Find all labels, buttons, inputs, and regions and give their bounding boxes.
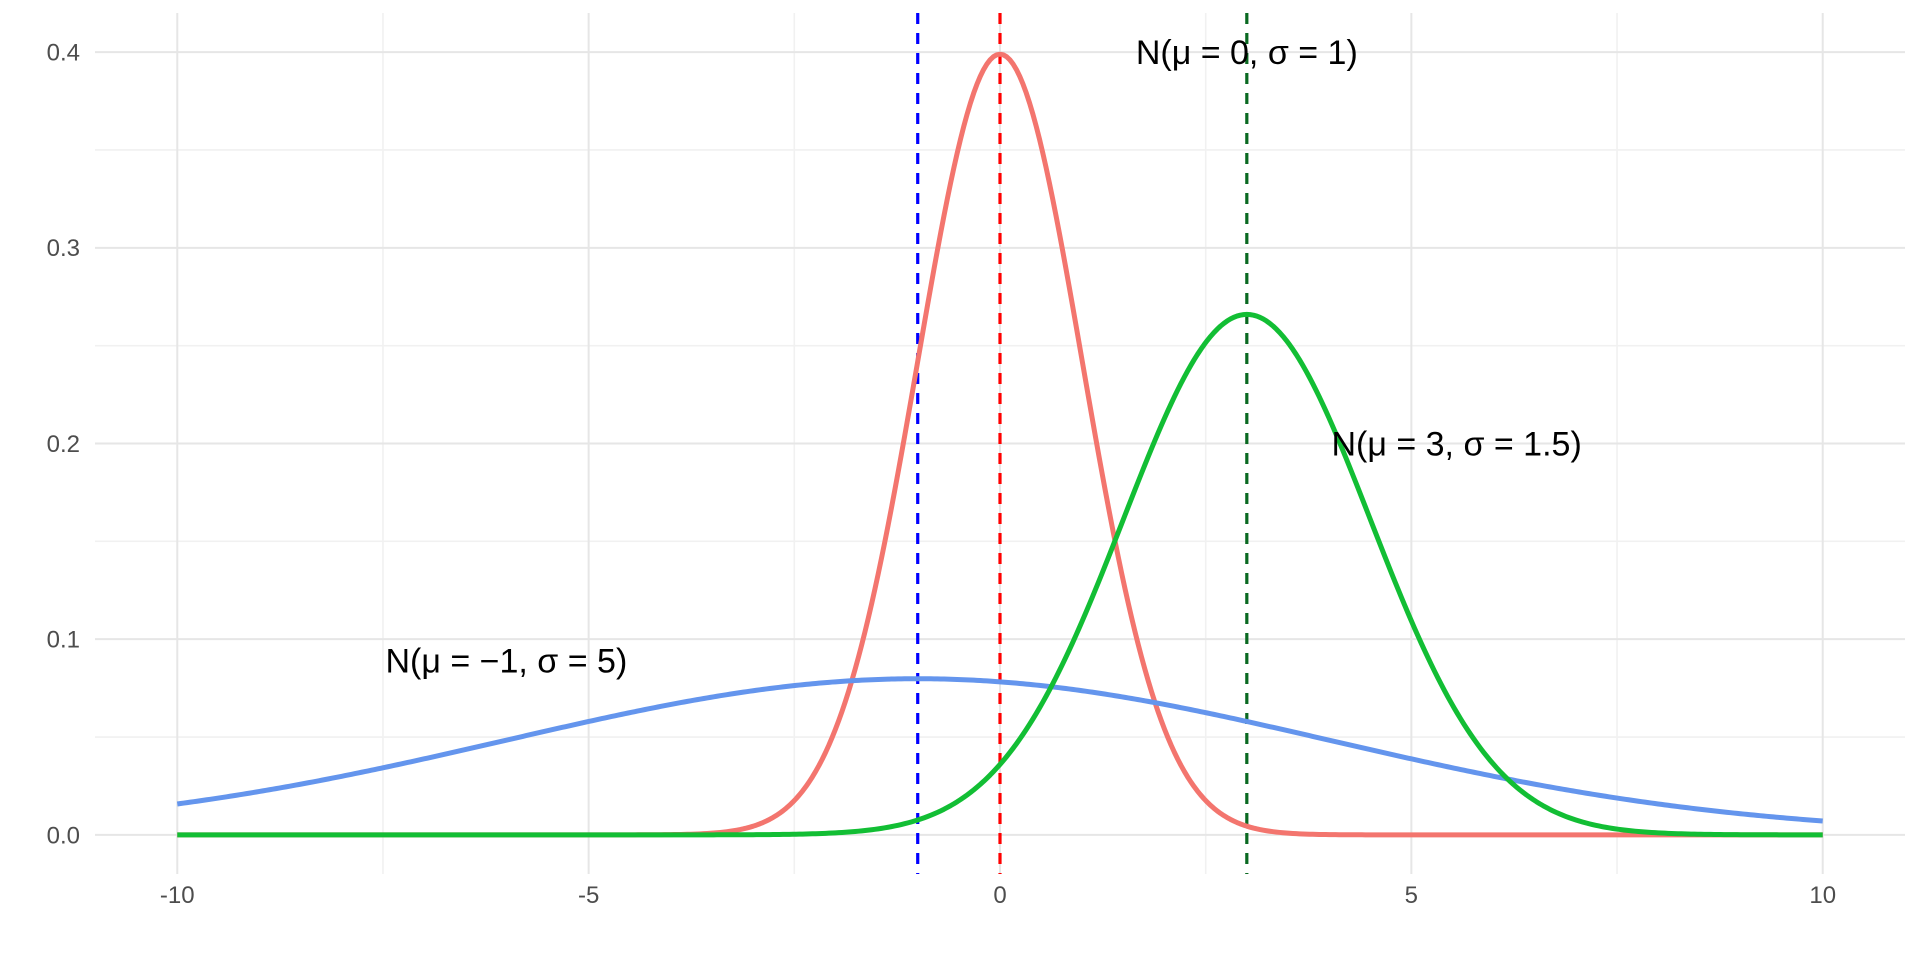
x-tick-label--5: -5 bbox=[578, 882, 599, 909]
x-axis-tick-labels: -10 -5 0 5 10 bbox=[160, 882, 1836, 909]
y-tick-label-0.1: 0.1 bbox=[47, 627, 80, 654]
curve-annotations: N(μ = 0, σ = 1) N(μ = 3, σ = 1.5) N(μ = −1… bbox=[385, 34, 1581, 681]
y-tick-label-0.2: 0.2 bbox=[47, 431, 80, 458]
y-tick-label-0.0: 0.0 bbox=[47, 822, 80, 849]
label-normal-mu3: N(μ = 3, σ = 1.5) bbox=[1331, 425, 1581, 463]
mean-vlines bbox=[916, 13, 1249, 874]
label-normal-mu-minus1: N(μ = −1, σ = 5) bbox=[385, 643, 627, 681]
curve-normal-mu-minus1-sigma5 bbox=[176, 676, 1823, 824]
y-tick-label-0.4: 0.4 bbox=[47, 40, 80, 67]
density-curves bbox=[176, 51, 1823, 838]
label-standard-normal: N(μ = 0, σ = 1) bbox=[1136, 34, 1358, 72]
x-tick-label-0: 0 bbox=[993, 882, 1006, 909]
x-tick-label-5: 5 bbox=[1405, 882, 1418, 909]
curve-normal-mu3-sigma1point5 bbox=[177, 311, 1823, 838]
y-axis-tick-labels: 0.0 0.1 0.2 0.3 0.4 bbox=[47, 40, 80, 850]
x-tick-label--10: -10 bbox=[160, 882, 195, 909]
x-tick-label-10: 10 bbox=[1809, 882, 1836, 909]
y-tick-label-0.3: 0.3 bbox=[47, 235, 80, 262]
